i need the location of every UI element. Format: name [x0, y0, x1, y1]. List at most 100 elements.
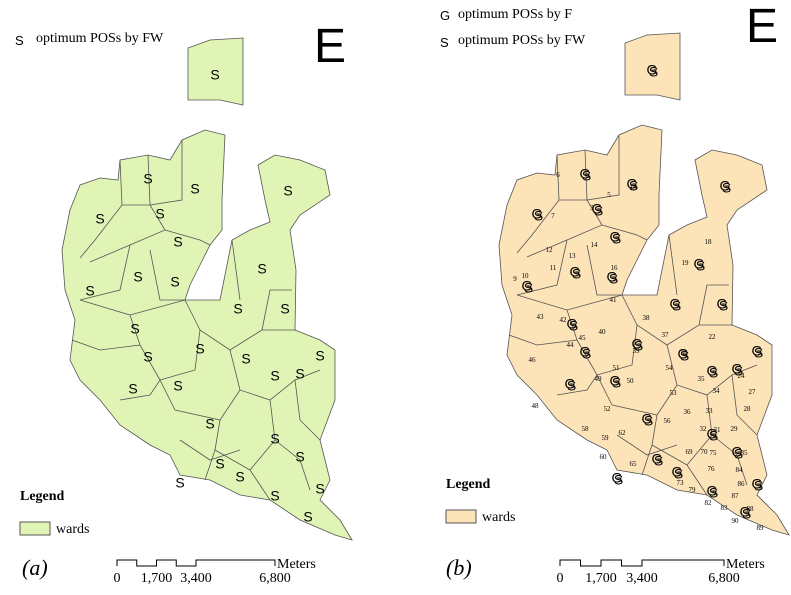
ward-label: 29 [731, 425, 739, 433]
scale-tick-label: 6,800 [708, 571, 740, 586]
legend-item: wards [482, 510, 515, 525]
ward-label: 10 [522, 272, 530, 280]
pos-marker: S [128, 381, 137, 397]
ward-label: 87 [732, 492, 740, 500]
pos-marker: S [696, 258, 705, 274]
pos-marker: S [173, 378, 182, 394]
scale-bar [117, 560, 275, 566]
ward-label: 51 [613, 364, 621, 372]
ward-label: 13 [569, 252, 577, 260]
pos-marker: S [175, 475, 184, 491]
ward-label: 45 [579, 334, 587, 342]
ward-label: 11 [550, 264, 557, 272]
pos-marker: S [130, 321, 139, 337]
pos-marker: S [722, 180, 731, 196]
ward-label: 33 [706, 407, 714, 415]
ward-label: 18 [705, 238, 713, 246]
ward-label: 75 [710, 449, 718, 457]
ward-label: 14 [591, 241, 599, 249]
pos-marker: S [614, 472, 623, 488]
legend-swatch [20, 522, 50, 535]
ward-label: 19 [682, 259, 690, 267]
ward-label: 40 [599, 328, 607, 336]
ward-label: 12 [546, 246, 554, 254]
scale-unit: Meters [277, 557, 316, 572]
ward-label: 84 [736, 466, 744, 474]
ward-label: 7 [551, 212, 555, 220]
ward-label: 15 [630, 184, 638, 192]
pos-marker: S [173, 234, 182, 250]
ward-label: 3 [590, 204, 594, 212]
ward-label: 54 [666, 364, 674, 372]
pos-marker: S [143, 349, 152, 365]
ward-label: 79 [689, 486, 697, 494]
pos-marker: S [270, 488, 279, 504]
scale-tick-label: 6,800 [259, 571, 291, 586]
ward-label: 28 [744, 405, 752, 413]
ward-label: 46 [529, 356, 537, 364]
ward-label: 56 [664, 417, 672, 425]
ward-label: 31 [714, 426, 722, 434]
pos-marker: S [719, 298, 728, 314]
pos-marker: S [295, 366, 304, 382]
ward-label: 85 [741, 449, 749, 457]
legend-text: optimum POSs by F [458, 7, 572, 22]
pos-marker: S [754, 345, 763, 361]
ward-label: 43 [537, 313, 545, 321]
ward-label: 41 [610, 296, 618, 304]
scale-tick-label: 3,400 [626, 571, 658, 586]
pos-marker: S [295, 449, 304, 465]
pos-marker: S [205, 416, 214, 432]
pos-marker: S [315, 348, 324, 364]
ward-label: 5 [607, 191, 611, 199]
scale-tick-label: 0 [114, 571, 121, 586]
pos-marker: S [612, 231, 621, 247]
pos-marker: S [270, 431, 279, 447]
pos-marker: S [210, 67, 219, 83]
ward-label: 73 [677, 479, 685, 487]
ward-label: 44 [567, 341, 575, 349]
ward-label: 60 [600, 453, 608, 461]
pos-marker: S [95, 211, 104, 227]
legend-text: optimum POSs by FW [458, 33, 586, 48]
pos-marker: S [170, 274, 179, 290]
pos-marker: S [133, 269, 142, 285]
pos-marker: S [235, 469, 244, 485]
pos-marker: S [85, 283, 94, 299]
ward-label: 86 [738, 480, 746, 488]
pos-marker: S [303, 509, 312, 525]
ward-label: 53 [670, 389, 678, 397]
pos-marker: S [257, 261, 266, 277]
ward-label: 9 [513, 275, 517, 283]
legend-swatch [446, 510, 476, 523]
pos-marker: S [315, 481, 324, 497]
figure: Soptimum POSs by FW E Legend wards (a) 0 1,700… [0, 0, 791, 595]
scale-tick-label: 1,700 [141, 571, 173, 586]
pos-marker: S [594, 203, 603, 219]
legend-symbol: S [15, 33, 24, 48]
pos-marker: S [524, 280, 533, 296]
ward-label: 38 [643, 314, 651, 322]
scale-tick-label: 1,700 [585, 571, 617, 586]
pos-marker: S [195, 341, 204, 357]
legend-title: Legend [446, 477, 491, 492]
pos-marker: S [582, 346, 591, 362]
pos-marker: S [654, 453, 663, 469]
ward-label: 59 [602, 434, 610, 442]
ward-label: 42 [560, 316, 568, 324]
ward-label: 16 [611, 264, 619, 272]
scale-tick-label: 3,400 [180, 571, 212, 586]
pos-marker: S [241, 351, 250, 367]
legend-item: wards [56, 522, 89, 537]
north-arrow: E [746, 0, 778, 53]
legend-text: optimum POSs by FW [36, 31, 164, 46]
pos-marker: S [609, 271, 618, 287]
ward-label: 55 [681, 349, 689, 357]
legend-symbol: S [440, 35, 449, 50]
panel-label: (a) [22, 555, 48, 580]
pos-marker: S [283, 183, 292, 199]
pos-marker: S [612, 375, 621, 391]
pos-marker: S [190, 181, 199, 197]
north-arrow: E [314, 20, 346, 73]
ward-label: 35 [698, 375, 706, 383]
